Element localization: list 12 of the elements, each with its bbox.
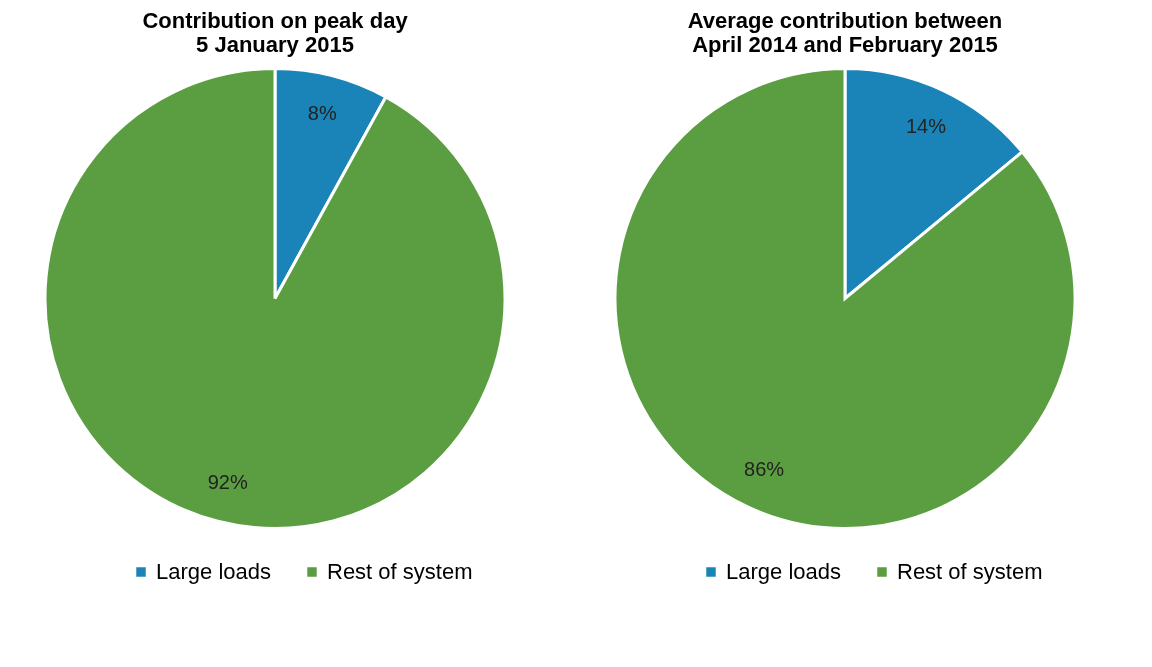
legend-label: Large loads	[156, 559, 271, 584]
legend-label: Rest of system	[327, 559, 473, 584]
chart-title: Contribution on peak day 5 January 2015	[142, 8, 409, 57]
data-label: 14%	[905, 114, 947, 137]
pie-slice	[613, 67, 1077, 530]
chart-title: Average contribution between April 2014 and February 2015	[687, 8, 1003, 57]
legend-label: Rest of system	[897, 559, 1043, 584]
data-label: 86%	[744, 458, 785, 481]
legend-label: Large loads	[726, 559, 841, 584]
data-label: 92%	[207, 470, 248, 493]
data-label: 8%	[307, 102, 337, 125]
pie-slice	[43, 67, 507, 530]
